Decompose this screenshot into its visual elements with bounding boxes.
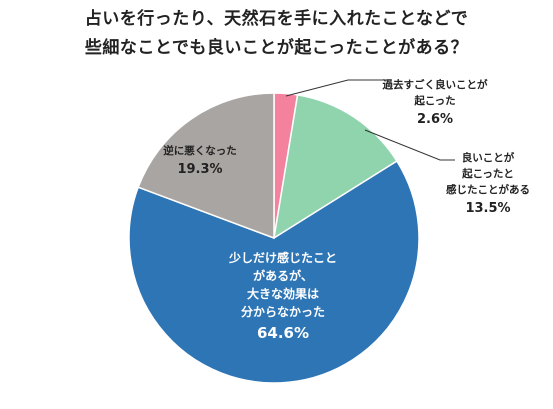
slice-label-2-line-3: 分からなかった	[241, 304, 325, 319]
slice-label-3-line-0: 逆に悪くなった	[163, 144, 237, 157]
leader-line-1	[364, 129, 455, 161]
slice-label-0-line-0: 過去すごく良いことが	[382, 78, 488, 91]
slice-value-label-0: 2.6%	[417, 112, 453, 127]
leader-line-0	[285, 79, 392, 97]
slice-label-1-line-2: 感じたことがある	[446, 183, 530, 196]
slice-label-2-line-1: があるが、	[253, 268, 313, 283]
chart-title-line-1: 占いを行ったり、天然石を手に入れたことなどで	[84, 9, 469, 29]
slice-label-1-line-1: 起こったと	[461, 167, 514, 180]
slice-label-1-line-0: 良いことが	[462, 151, 515, 164]
chart-title-line-2: 些細なことでも良いことが起こったことがある？	[84, 38, 469, 58]
slice-value-label-3: 19.3%	[177, 162, 222, 177]
slice-label-2-line-2: 大きな効果は	[247, 286, 319, 301]
pie-slice-3	[137, 92, 275, 240]
slice-label-2-line-0: 少しだけ感じたこと	[228, 250, 337, 265]
slice-value-label-2: 64.6%	[257, 324, 309, 342]
slice-value-label-1: 13.5%	[465, 201, 510, 216]
slice-label-0-line-1: 起こった	[413, 94, 455, 107]
pie-slice-2	[128, 160, 420, 384]
